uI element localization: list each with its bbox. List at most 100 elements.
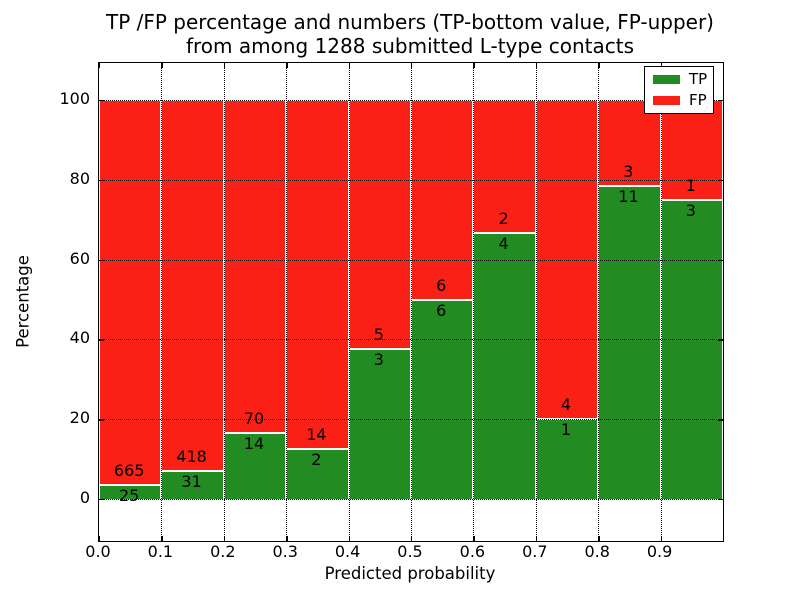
y-tick-label: 80 — [69, 168, 90, 188]
fp-count-label: 70 — [243, 408, 265, 428]
y-tick-right — [718, 179, 723, 182]
y-tick-right — [718, 419, 723, 421]
grid-line-vertical — [286, 63, 288, 541]
fp-count-label: 1 — [685, 175, 696, 195]
x-tick — [286, 536, 288, 541]
bar-segment-fp — [411, 100, 474, 300]
x-tick-label: 0.9 — [646, 542, 673, 561]
chart-title-line1: TP /FP percentage and numbers (TP-bottom… — [106, 10, 714, 34]
x-tick — [348, 536, 350, 541]
y-tick-right — [718, 339, 723, 341]
x-tick-label: 0.7 — [522, 542, 548, 561]
y-tick-label: 40 — [69, 328, 90, 348]
tp-count-label: 14 — [243, 433, 265, 453]
fp-count-label: 6 — [436, 275, 447, 295]
y-tick-right — [718, 100, 723, 102]
legend-label-tp: TP — [689, 70, 708, 88]
y-tick — [99, 179, 104, 182]
x-tick — [411, 536, 413, 541]
tp-count-label: 31 — [181, 472, 202, 492]
bar-segment-fp — [223, 100, 287, 433]
x-tick-top — [161, 63, 163, 68]
y-tick — [99, 419, 104, 421]
y-tick — [99, 259, 104, 261]
x-tick-label: 0.8 — [584, 542, 610, 561]
y-tick — [99, 339, 104, 341]
grid-line-horizontal — [99, 339, 723, 341]
bar-segment-fp — [348, 100, 411, 350]
x-tick-label: 0.0 — [85, 542, 111, 561]
legend: TP FP — [644, 66, 714, 114]
y-tick-label: 60 — [69, 248, 90, 268]
bar-segment-tp — [411, 299, 474, 500]
fp-count-label: 665 — [113, 460, 145, 480]
grid-line-horizontal — [99, 179, 723, 181]
legend-entry-tp: TP — [645, 72, 713, 87]
x-tick — [161, 536, 163, 541]
fp-count-label: 2 — [498, 209, 509, 228]
y-tick-label: 0 — [79, 488, 90, 507]
y-tick-label: 20 — [69, 408, 90, 428]
tp-count-label: 3 — [373, 350, 384, 370]
x-tick-label: 0.3 — [272, 542, 298, 561]
tp-count-label: 11 — [618, 186, 639, 206]
bar-segment-fp — [598, 100, 661, 186]
grid-line-vertical — [223, 63, 225, 541]
tp-count-label: 2 — [311, 450, 322, 470]
x-tick-top — [286, 63, 288, 68]
fp-count-label: 5 — [373, 325, 384, 345]
x-tick-label: 0.6 — [459, 542, 486, 561]
x-tick — [535, 536, 538, 541]
grid-line-horizontal — [99, 499, 723, 500]
fp-count-label: 418 — [176, 447, 207, 467]
grid-line-vertical — [161, 63, 163, 541]
x-tick-top — [660, 63, 662, 68]
bar-segment-tp — [348, 349, 411, 500]
x-tick-top — [473, 63, 475, 68]
bar-segment-tp — [473, 233, 536, 500]
fp-count-label: 4 — [560, 395, 572, 415]
bar-segment-tp — [660, 199, 723, 500]
legend-label-fp: FP — [689, 91, 707, 109]
x-tick-top — [223, 63, 226, 68]
tp-count-label: 25 — [119, 485, 140, 505]
x-tick-label: 0.4 — [334, 542, 361, 561]
bar-segment-tp — [598, 185, 661, 500]
x-tick-top — [99, 63, 101, 68]
grid-line-horizontal — [99, 100, 723, 101]
y-axis-label: Percentage — [13, 255, 33, 348]
x-tick-label: 0.2 — [210, 542, 236, 561]
grid-line-horizontal — [99, 419, 723, 421]
x-axis-label: Predicted probability — [324, 564, 496, 583]
x-tick — [99, 536, 101, 541]
chart-title-line2: from among 1288 submitted L-type contact… — [185, 34, 635, 58]
x-tick-label: 0.5 — [397, 542, 423, 561]
x-tick-top — [348, 63, 350, 68]
bar-segment-fp — [161, 100, 224, 472]
tp-count-label: 1 — [560, 420, 572, 440]
y-tick-right — [718, 259, 723, 261]
plot-area — [98, 62, 724, 542]
x-tick-top — [411, 63, 413, 68]
x-tick — [223, 536, 226, 541]
bar-segment-fp — [286, 100, 349, 450]
tp-count-label: 6 — [436, 300, 447, 320]
tp-swatch-icon — [653, 75, 680, 84]
tp-count-label: 4 — [498, 234, 509, 253]
y-tick — [99, 100, 104, 102]
bar-segment-fp — [99, 100, 162, 485]
x-tick — [660, 536, 662, 541]
grid-line-vertical — [660, 63, 662, 541]
tp-count-label: 3 — [685, 200, 696, 220]
x-tick-top — [535, 63, 538, 68]
x-tick-label: 0.1 — [147, 542, 174, 561]
x-tick — [473, 536, 475, 541]
x-tick-top — [598, 63, 600, 68]
x-tick — [598, 536, 600, 541]
grid-line-vertical — [411, 63, 412, 541]
fp-count-label: 3 — [623, 161, 634, 181]
bar-segment-tp — [286, 449, 349, 500]
grid-line-horizontal — [99, 259, 723, 261]
y-tick — [99, 499, 104, 501]
